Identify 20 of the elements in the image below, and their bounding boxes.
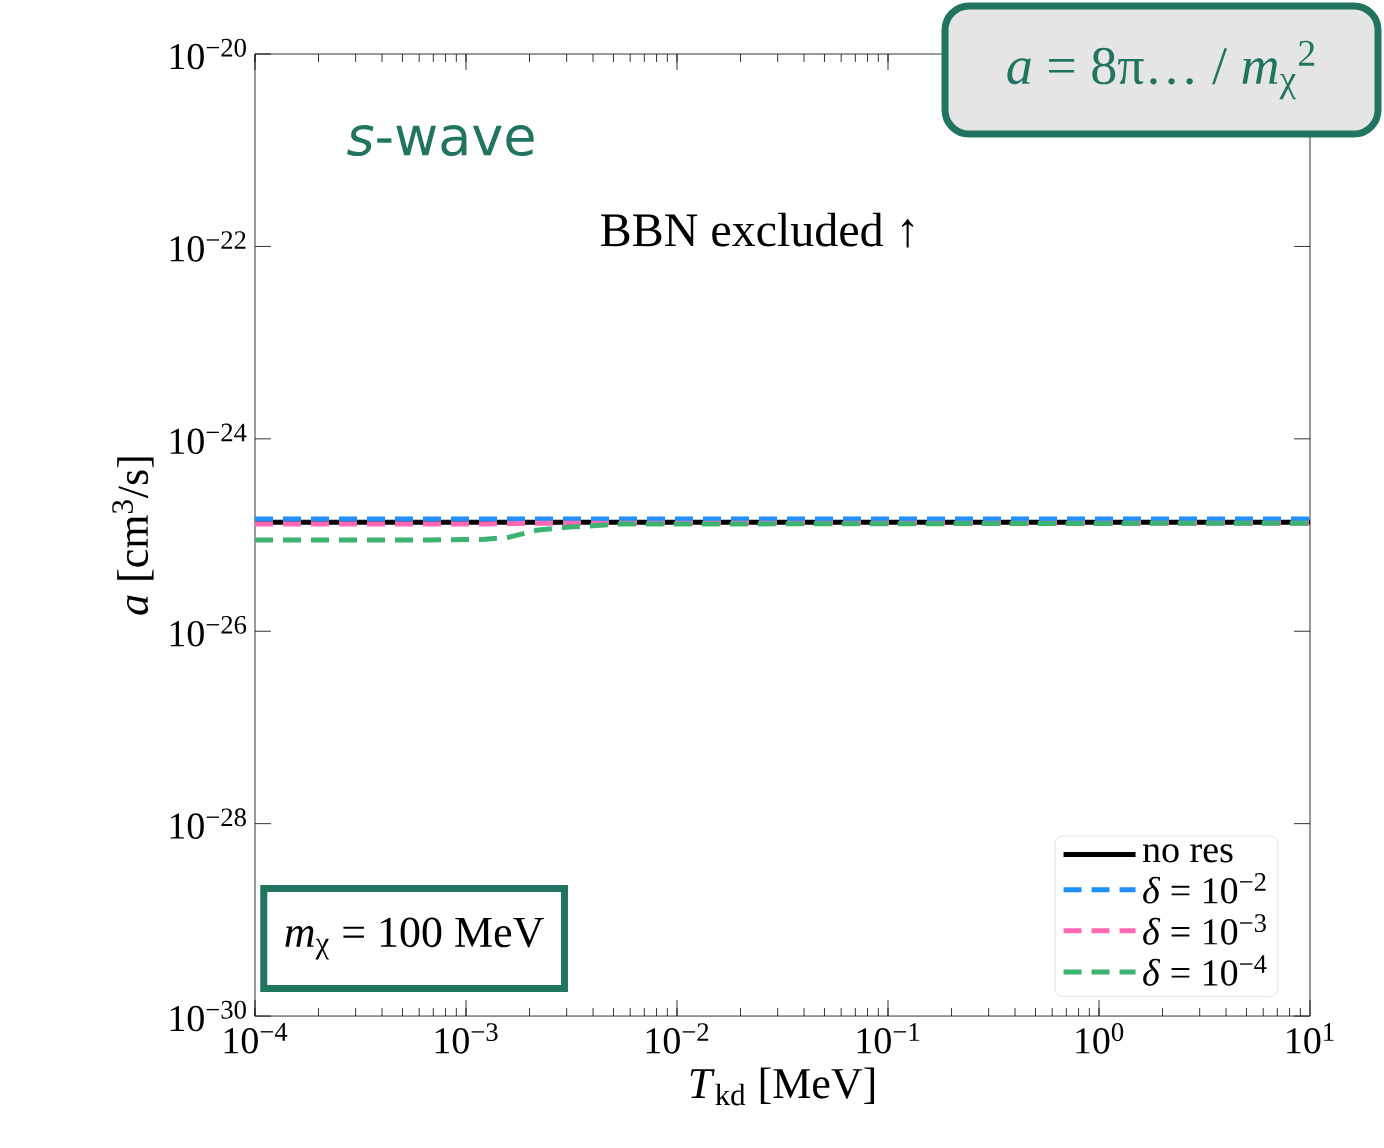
x-tick-label: 10$^{1}$	[1287, 1023, 1334, 1054]
x-tick-label: 10$^{−1}$	[857, 1023, 920, 1054]
annotation: BBN excluded ↑	[601, 212, 914, 248]
y-axis-title: a [cm$^{3}$/s]	[112, 457, 154, 615]
y-tick-label: 10$^{−22}$	[170, 231, 246, 262]
x-tick-label: 10$^{0}$	[1076, 1023, 1124, 1054]
y-tick-label: 10$^{−28}$	[170, 808, 246, 839]
x-axis-title: T$_{kd}$ [MeV]	[690, 1067, 875, 1106]
legend-label: δ = 10$^{−2}$	[1143, 873, 1266, 904]
legend-label: δ = 10$^{−4}$	[1143, 955, 1267, 986]
x-tick-label: 10$^{−3}$	[435, 1023, 498, 1054]
y-tick-label: 10$^{−26}$	[170, 616, 247, 647]
annotation: m$_{χ}$ = 100 MeV	[285, 917, 544, 960]
y-tick-label: 10$^{−20}$	[170, 38, 246, 70]
text: s-wave	[347, 125, 534, 157]
annotation: a = 8π… / m$_{χ}$2	[1007, 40, 1315, 100]
legend-label: no res	[1142, 844, 1233, 863]
legend-label: δ = 10$^{−3}$	[1143, 914, 1266, 945]
y-tick-label: 10$^{−24}$	[170, 423, 247, 455]
x-tick-label: 10$^{−2}$	[646, 1023, 709, 1054]
